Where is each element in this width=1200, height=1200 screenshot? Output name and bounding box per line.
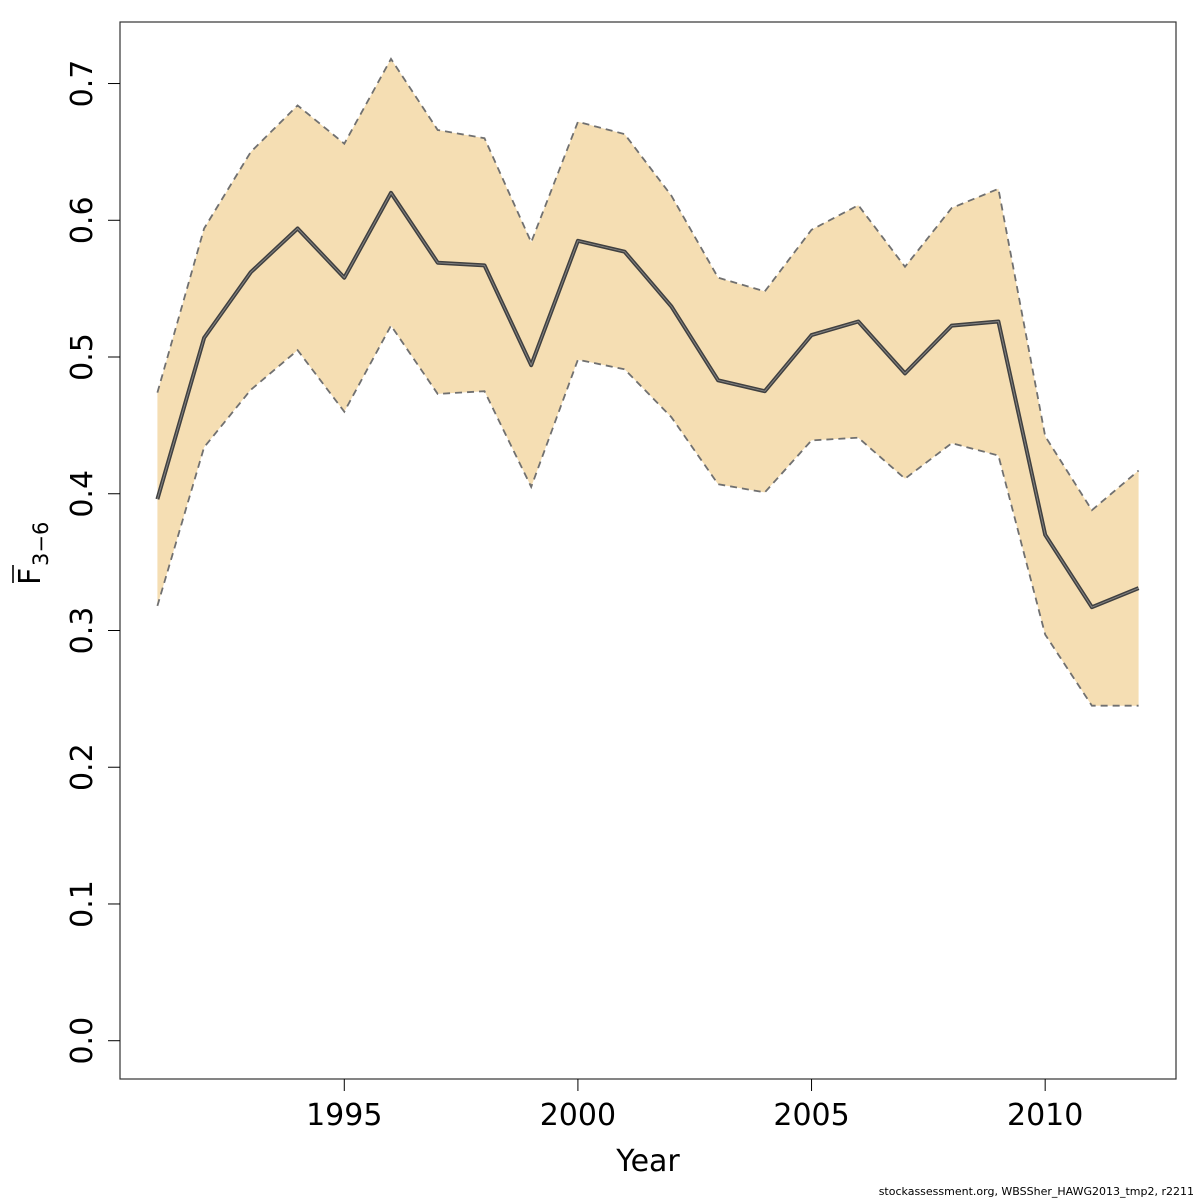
confidence-band (157, 58, 1139, 706)
x-axis: 1995 2000 2005 2010 (306, 1079, 1083, 1133)
x-axis-title: Year (615, 1144, 680, 1179)
y-tick-label: 0.0 (65, 1017, 100, 1065)
x-tick-label: 2010 (1007, 1098, 1083, 1133)
lower-bound-line (156, 323, 1139, 707)
y-tick-label: 0.2 (65, 743, 100, 791)
x-tick-label: 2005 (773, 1098, 849, 1133)
y-tick-label: 0.1 (65, 880, 100, 928)
y-axis-title-main: F (13, 568, 48, 585)
estimate-line-outline (155, 190, 1140, 610)
plot-frame (119, 21, 1177, 1080)
estimate-line (156, 192, 1139, 608)
y-tick-label: 0.5 (65, 333, 100, 381)
y-tick-label: 0.6 (65, 196, 100, 244)
y-axis-title: F 3−6 (12, 522, 53, 585)
y-tick-label: 0.7 (65, 60, 100, 108)
estimate-series-layer (155, 190, 1140, 610)
x-tick-label: 1995 (306, 1098, 382, 1133)
y-axis-title-subscript: 3−6 (29, 522, 53, 566)
y-tick-label: 0.3 (65, 607, 100, 655)
x-tick-label: 2000 (540, 1098, 616, 1133)
y-axis: 0.0 0.1 0.2 0.3 0.4 0.5 0.6 0.7 (65, 60, 120, 1065)
footer-credit: stockassessment.org, WBSSher_HAWG2013_tm… (878, 1185, 1194, 1198)
y-tick-label: 0.4 (65, 470, 100, 518)
confidence-band-layer (156, 57, 1140, 707)
